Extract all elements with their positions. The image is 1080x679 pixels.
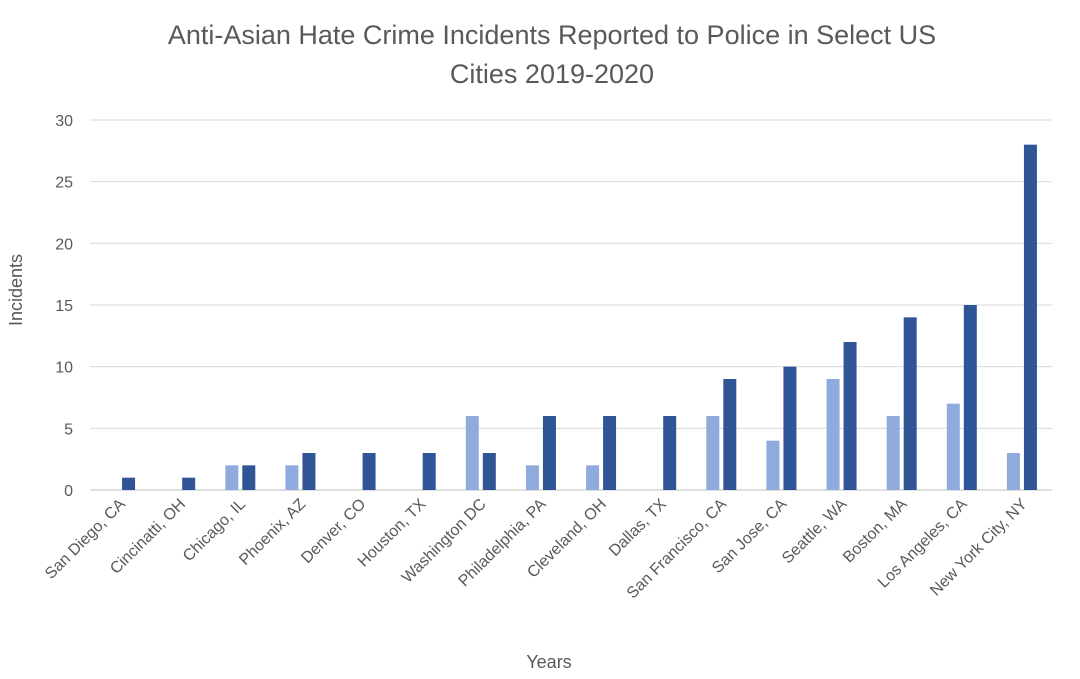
bar <box>783 366 797 490</box>
bar <box>285 465 299 490</box>
y-axis-ticks: 0 5 10 15 20 25 30 <box>55 113 73 500</box>
bar <box>843 342 857 490</box>
bar <box>723 379 737 490</box>
y-axis-title: Incidents <box>6 254 26 326</box>
y-tick-label: 10 <box>55 360 73 377</box>
y-tick-label: 0 <box>64 483 73 500</box>
bar <box>362 453 376 490</box>
bar <box>525 465 539 490</box>
bar <box>706 416 720 490</box>
y-tick-label: 30 <box>55 113 73 130</box>
bar <box>482 453 496 490</box>
chart-title-line-2: Cities 2019-2020 <box>450 59 654 89</box>
y-tick-label: 25 <box>55 175 73 192</box>
bar <box>663 416 677 490</box>
bar <box>946 403 960 490</box>
bar <box>826 379 840 490</box>
bar <box>242 465 256 490</box>
y-tick-label: 20 <box>55 236 73 253</box>
bar <box>465 416 479 490</box>
bar <box>886 416 900 490</box>
bar <box>963 305 977 490</box>
bar <box>603 416 617 490</box>
bar <box>1006 453 1020 490</box>
bar <box>1023 144 1037 490</box>
y-tick-label: 5 <box>64 421 73 438</box>
x-tick-label: Dallas, TX <box>606 496 670 560</box>
bar <box>766 440 780 490</box>
bar <box>225 465 239 490</box>
x-axis-title: Years <box>526 652 571 672</box>
bar <box>586 465 600 490</box>
x-tick-label: Seattle, WA <box>779 496 851 568</box>
y-tick-label: 15 <box>55 298 73 315</box>
bar <box>182 477 196 490</box>
gridlines <box>90 119 1052 491</box>
bar <box>903 317 917 490</box>
bars <box>122 144 1037 490</box>
bar <box>302 453 316 490</box>
chart-title-line-1: Anti-Asian Hate Crime Incidents Reported… <box>168 20 936 50</box>
bar <box>122 477 136 490</box>
bar <box>422 453 436 490</box>
x-tick-label: San Francisco, CA <box>624 496 731 603</box>
bar <box>542 416 556 490</box>
